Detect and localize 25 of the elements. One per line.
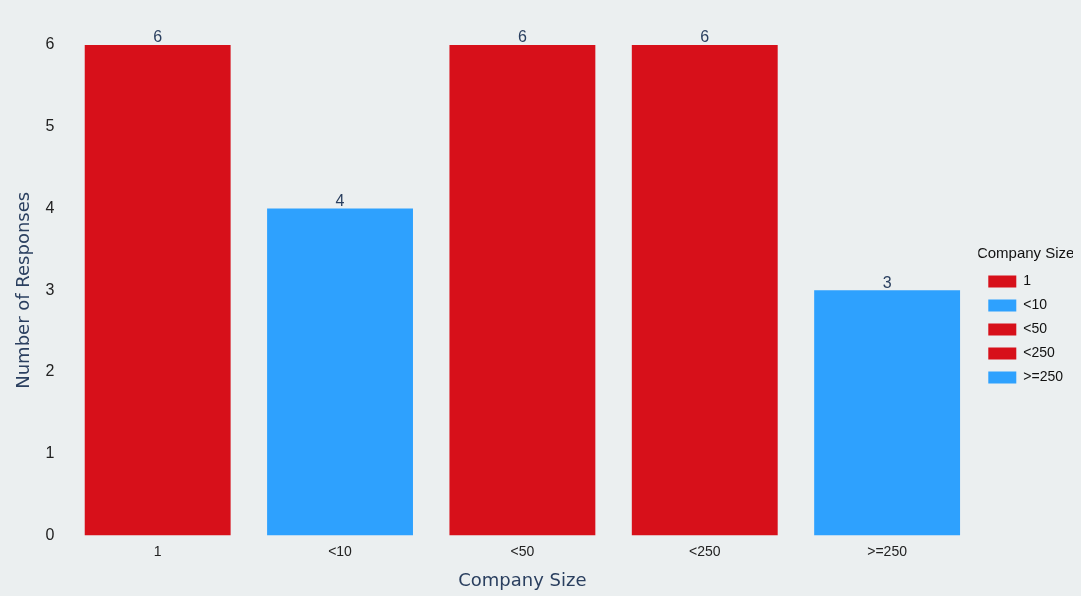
legend-title: Company Size [976,244,1075,262]
x-axis-title: Company Size [458,568,587,590]
x-tick-label: <10 [328,542,353,559]
legend-label: 1 [1023,272,1032,289]
data-label: 6 [700,28,710,46]
y-tick-label: 2 [45,362,55,380]
legend-label: <250 [1023,344,1056,361]
y-tick-label: 0 [45,526,55,544]
x-tick-label: 1 [153,542,162,559]
data-label: 3 [882,273,892,291]
y-tick-label: 4 [45,198,55,216]
x-tick-label: >=250 [867,542,908,559]
y-tick-label: 6 [45,35,55,53]
y-tick-label: 1 [45,444,55,462]
y-axis-title: Number of Responses [12,191,34,389]
y-tick-label: 3 [45,280,55,298]
legend-label: >=250 [1023,368,1064,385]
data-label: 4 [335,191,345,209]
x-tick-label: <50 [510,542,535,559]
data-label: 6 [517,28,527,46]
x-tick-label: <250 [688,542,721,559]
y-tick-label: 5 [45,117,55,135]
legend-label: <10 [1023,296,1048,313]
data-label: 6 [153,28,163,46]
legend-label: <50 [1023,320,1048,337]
